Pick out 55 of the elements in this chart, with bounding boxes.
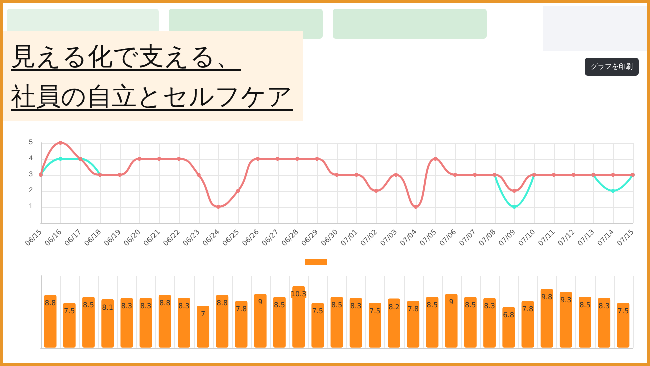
bar (178, 298, 190, 348)
bar (598, 298, 611, 348)
bar (274, 296, 286, 348)
bar (63, 302, 76, 348)
bar (216, 295, 229, 348)
point (216, 205, 221, 209)
point (118, 173, 122, 177)
bar (560, 292, 572, 348)
point (315, 157, 320, 161)
point (473, 173, 478, 177)
point (552, 173, 556, 177)
bar (82, 296, 95, 348)
bar (502, 307, 516, 348)
bar (312, 302, 324, 348)
point (611, 173, 616, 177)
point (58, 157, 63, 161)
bar (540, 289, 554, 348)
bar (350, 298, 362, 348)
bar (102, 299, 114, 348)
point (572, 173, 576, 177)
bar (579, 296, 592, 348)
bar (158, 295, 172, 348)
point (374, 189, 378, 193)
bar (120, 298, 134, 348)
point (236, 189, 240, 193)
point (276, 157, 280, 161)
point (611, 189, 616, 193)
point (354, 173, 359, 177)
point (138, 157, 142, 161)
point (512, 189, 517, 193)
bar (292, 286, 306, 348)
point (196, 173, 201, 177)
chart-subtitle: 社員の自立とセルフケア (11, 81, 293, 113)
bar (388, 298, 400, 348)
bar (368, 302, 382, 348)
point (296, 157, 300, 161)
bar (464, 296, 477, 348)
point (512, 205, 517, 209)
point (157, 157, 162, 161)
point (58, 141, 63, 145)
bar (617, 302, 630, 348)
bar (197, 306, 210, 348)
point (414, 205, 418, 209)
point (177, 157, 182, 161)
point (394, 173, 398, 177)
point (335, 173, 339, 177)
bar (484, 298, 496, 348)
bar (407, 301, 420, 348)
bar (445, 294, 458, 348)
point (453, 173, 458, 177)
bar (44, 295, 57, 348)
point (434, 157, 438, 161)
point (256, 157, 260, 161)
bar (254, 294, 267, 348)
chart-title: 見える化で支える、 (11, 41, 242, 73)
